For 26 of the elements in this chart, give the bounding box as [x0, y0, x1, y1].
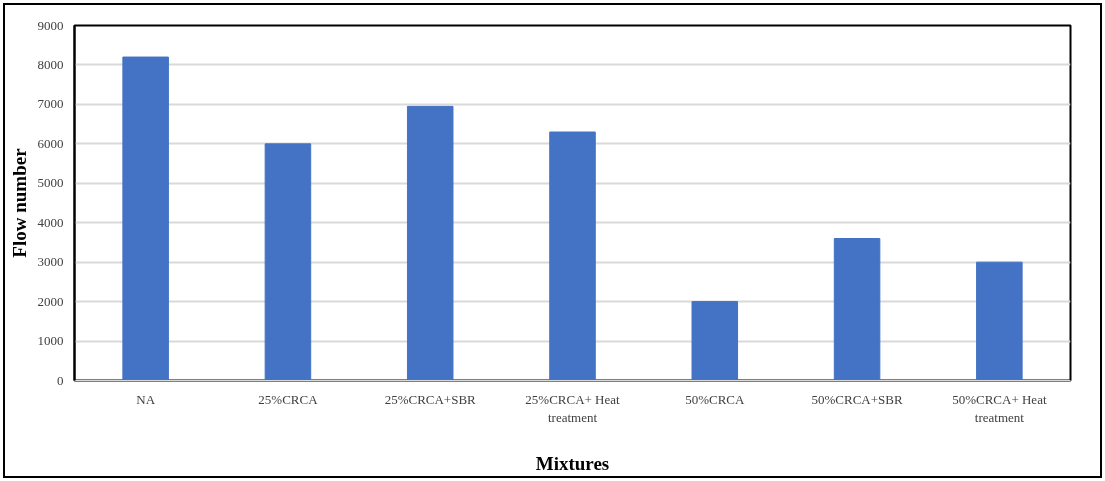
y-tick-label: 6000 [37, 135, 64, 151]
y-axis-title: Flow number [8, 147, 30, 258]
y-tick-label: 9000 [37, 17, 64, 33]
y-tick-label: 8000 [37, 56, 64, 72]
y-tick-label: 0 [57, 372, 64, 388]
bar [691, 301, 739, 381]
x-tick-label: 25%CRCA [258, 391, 319, 407]
bar [833, 238, 881, 381]
x-tick-label: 25%CRCA+ Heat treatment [525, 391, 621, 425]
y-tick-label: 3000 [37, 254, 64, 270]
bar [122, 56, 169, 381]
x-axis-title: Mixtures [535, 452, 610, 474]
y-tick-label: 1000 [37, 333, 64, 349]
y-tick-label: 2000 [37, 293, 64, 309]
y-tick-label: 7000 [37, 96, 64, 112]
bar [549, 131, 596, 381]
y-tick-label: 5000 [37, 175, 64, 191]
bar [264, 143, 312, 381]
y-tick-label: 4000 [37, 214, 64, 230]
x-tick-label: 25%CRCA+SBR [384, 391, 477, 407]
bar [406, 105, 454, 381]
x-tick-label: 50%CRCA [685, 391, 746, 407]
x-tick-label: 50%CRCA+ Heat treatment [952, 391, 1047, 425]
x-tick-label: 50%CRCA+SBR [811, 391, 903, 407]
x-tick-label: NA [136, 391, 156, 407]
bar [976, 261, 1023, 381]
